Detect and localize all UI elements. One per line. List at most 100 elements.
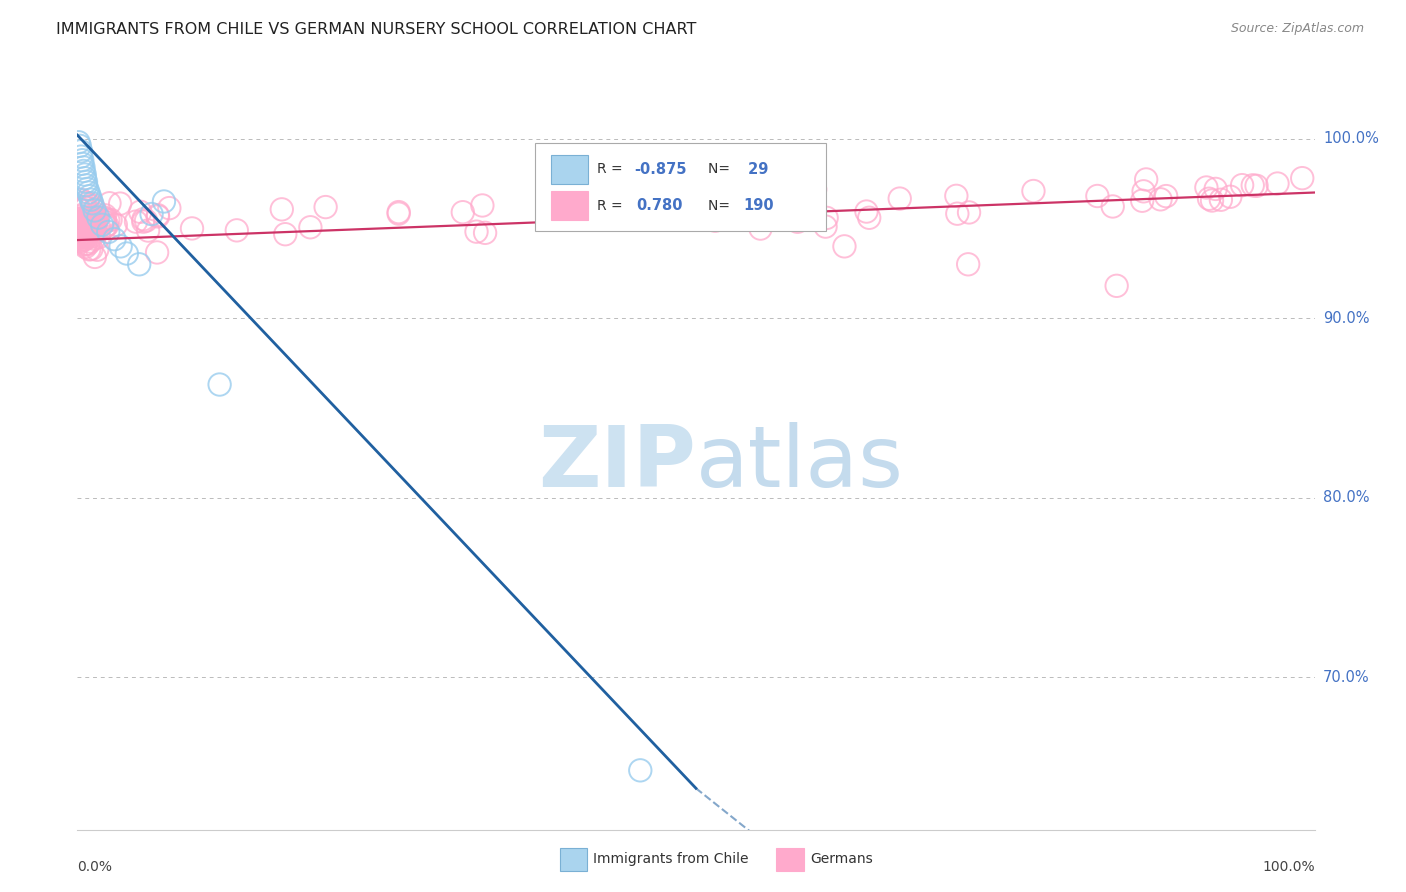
Bar [560, 848, 588, 871]
Point [388, 205, 411, 219]
Point [86, 243, 108, 257]
Point [1267, 177, 1289, 191]
Point [77, 219, 100, 233]
Point [814, 219, 837, 234]
Point [274, 227, 297, 242]
Point [67, 224, 90, 238]
Point [73, 227, 96, 242]
Point [1241, 178, 1264, 193]
Point [474, 226, 496, 240]
Text: -0.875: -0.875 [634, 161, 686, 177]
Text: Source: ZipAtlas.com: Source: ZipAtlas.com [1230, 22, 1364, 36]
Text: 80.0%: 80.0% [1323, 490, 1369, 505]
Point [270, 202, 292, 217]
Point [110, 239, 132, 253]
Point [82, 214, 104, 228]
Point [73, 232, 96, 246]
Point [84, 212, 107, 227]
Point [1085, 189, 1108, 203]
Point [72, 221, 94, 235]
Text: R =: R = [598, 199, 631, 212]
Text: R =: R = [598, 162, 627, 176]
Point [103, 232, 125, 246]
Point [72, 214, 94, 228]
Point [749, 221, 772, 235]
Point [93, 211, 115, 225]
Point [80, 193, 103, 207]
Point [537, 211, 560, 225]
Point [610, 195, 633, 210]
Point [69, 210, 91, 224]
Point [83, 210, 105, 224]
Point [299, 220, 322, 235]
Point [100, 213, 122, 227]
Point [86, 207, 108, 221]
Point [94, 219, 117, 233]
Text: N=: N= [709, 199, 735, 212]
Point [75, 240, 97, 254]
Point [94, 215, 117, 229]
Point [73, 213, 96, 227]
Point [76, 196, 98, 211]
Point [146, 210, 169, 224]
Point [388, 206, 411, 220]
Point [136, 223, 159, 237]
Point [72, 227, 94, 241]
Text: 0.0%: 0.0% [77, 860, 112, 874]
Point [76, 216, 98, 230]
Point [80, 217, 103, 231]
Point [72, 218, 94, 232]
Point [146, 245, 169, 260]
Bar [776, 848, 804, 871]
Point [181, 221, 204, 235]
Point [858, 211, 880, 225]
Point [87, 219, 110, 233]
Point [75, 219, 97, 234]
Point [75, 201, 97, 215]
Point [72, 229, 94, 244]
Point [77, 219, 100, 234]
Text: N=: N= [709, 162, 735, 176]
Point [125, 214, 148, 228]
Point [67, 224, 90, 238]
Point [1246, 178, 1268, 193]
Point [132, 215, 155, 229]
Point [768, 207, 790, 221]
Point [80, 211, 103, 226]
Point [97, 213, 120, 227]
Point [80, 214, 103, 228]
Point [67, 216, 90, 230]
Point [67, 234, 90, 248]
Point [75, 227, 97, 241]
Point [70, 150, 93, 164]
Point [146, 208, 169, 222]
Point [77, 226, 100, 240]
Point [87, 230, 110, 244]
Point [69, 212, 91, 227]
Point [1154, 189, 1177, 203]
Point [623, 204, 645, 219]
Text: 29: 29 [742, 161, 768, 177]
Point [804, 182, 827, 196]
Point [67, 222, 90, 236]
Point [83, 220, 105, 235]
Point [70, 219, 93, 233]
Point [83, 202, 105, 217]
Point [129, 204, 152, 219]
Point [72, 164, 94, 178]
Point [786, 215, 808, 229]
Point [67, 221, 90, 235]
Point [104, 218, 127, 232]
Point [94, 219, 117, 233]
Point [79, 211, 101, 226]
Point [153, 194, 176, 209]
Text: IMMIGRANTS FROM CHILE VS GERMAN NURSERY SCHOOL CORRELATION CHART: IMMIGRANTS FROM CHILE VS GERMAN NURSERY … [56, 22, 696, 37]
Point [76, 215, 98, 229]
Text: 100.0%: 100.0% [1323, 131, 1379, 146]
Point [79, 189, 101, 203]
Point [72, 211, 94, 226]
Point [1135, 172, 1157, 186]
Point [1205, 182, 1227, 196]
Point [84, 215, 107, 229]
Point [1105, 278, 1128, 293]
